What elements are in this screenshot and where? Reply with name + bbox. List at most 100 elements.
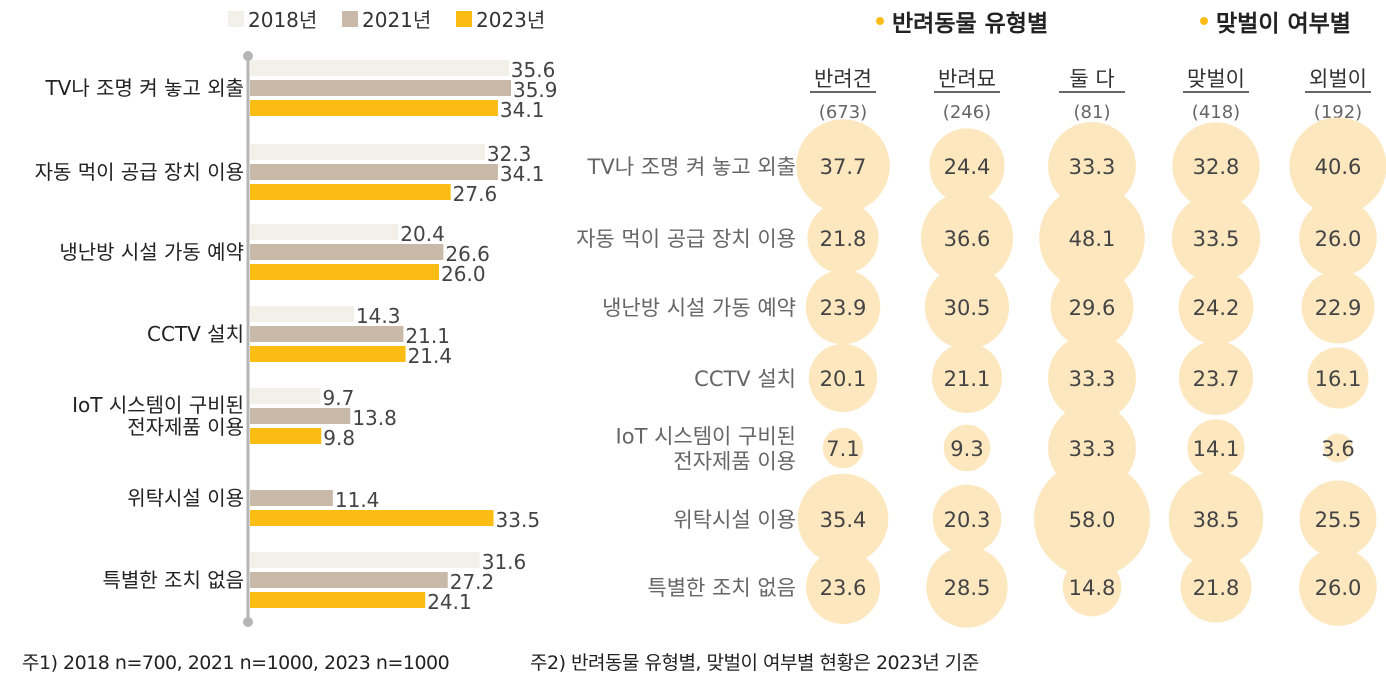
bubble — [1168, 471, 1264, 567]
bar-value-label: 27.6 — [453, 182, 498, 206]
bar — [250, 388, 321, 404]
bubble-value-label: 28.5 — [944, 576, 991, 600]
bubble — [1289, 117, 1386, 215]
bubble-value-label: 20.1 — [820, 367, 867, 391]
bubble — [806, 550, 880, 624]
bubble — [1034, 461, 1150, 577]
bar-value-label: 26.6 — [445, 242, 490, 266]
row-label: 냉난방 시설 가동 예약 — [602, 296, 796, 320]
bar-value-label: 27.2 — [450, 570, 495, 594]
bubble — [797, 473, 889, 565]
bubble — [1171, 193, 1261, 283]
bubble-value-label: 7.1 — [826, 437, 859, 461]
bar — [250, 428, 322, 444]
bubble-value-label: 26.0 — [1315, 227, 1362, 251]
bubble — [1323, 433, 1353, 463]
bar — [250, 326, 404, 342]
legend-swatch — [456, 11, 472, 27]
bubble — [805, 269, 881, 345]
footnote-right: 주2) 반려동물 유형별, 맞벌이 여부별 현황은 2023년 기준 — [530, 652, 979, 674]
legend-label: 2021년 — [362, 8, 431, 32]
bar — [250, 306, 354, 322]
bubble-value-label: 38.5 — [1193, 508, 1240, 532]
bubble-value-label: 33.3 — [1069, 155, 1116, 179]
column-header: 둘 다 — [1069, 67, 1114, 91]
bar-value-label: 24.1 — [427, 590, 472, 614]
bubble — [1062, 557, 1122, 617]
bubble — [1180, 551, 1252, 623]
bar — [250, 144, 485, 160]
bar — [250, 490, 333, 506]
bubble-value-label: 32.8 — [1193, 155, 1240, 179]
row-label: 위탁시설 이용 — [673, 508, 796, 532]
bubble-value-label: 33.3 — [1069, 367, 1116, 391]
bubble-value-label: 22.9 — [1315, 296, 1362, 320]
category-label: CCTV 설치 — [147, 322, 244, 346]
bubble — [1299, 480, 1377, 558]
bubble-value-label: 20.3 — [944, 508, 991, 532]
bubble-value-label: 33.3 — [1069, 437, 1116, 461]
bar-value-label: 11.4 — [335, 488, 380, 512]
category-label: 전자제품 이용 — [127, 415, 244, 439]
category-label: IoT 시스템이 구비된 — [72, 393, 244, 417]
bubble-value-label: 16.1 — [1315, 367, 1362, 391]
category-label: 자동 먹이 공급 장치 이용 — [35, 160, 244, 184]
bubble-value-label: 23.7 — [1193, 367, 1240, 391]
bar-value-label: 35.6 — [511, 58, 556, 82]
column-header: 반려묘 — [938, 67, 996, 91]
bubble-value-label: 14.1 — [1193, 437, 1240, 461]
bubble-value-label: 58.0 — [1069, 508, 1116, 532]
bubble — [822, 427, 864, 469]
group-header: 맞벌이 여부별 — [1216, 11, 1351, 37]
bubble — [1050, 265, 1134, 349]
column-header: 반려견 — [814, 67, 872, 91]
category-label: 특별한 조치 없음 — [102, 568, 244, 592]
legend-swatch — [228, 11, 244, 27]
bubble — [1299, 548, 1377, 626]
bubble-value-label: 21.8 — [1193, 576, 1240, 600]
bubble — [1048, 334, 1136, 422]
bubble — [1178, 269, 1254, 345]
bar — [250, 346, 406, 362]
column-sample-size: (81) — [1074, 102, 1111, 123]
bar-value-label: 13.8 — [352, 406, 397, 430]
bar-value-label: 21.1 — [405, 324, 450, 348]
bubble — [1301, 270, 1375, 344]
bar-value-label: 33.5 — [496, 508, 541, 532]
bubble — [1307, 347, 1369, 409]
bubble — [1299, 199, 1377, 277]
bubble-value-label: 21.8 — [820, 227, 867, 251]
bar-value-label: 9.7 — [323, 386, 355, 410]
bar — [250, 510, 494, 526]
bubble-value-label: 24.4 — [944, 155, 991, 179]
column-header: 외벌이 — [1309, 67, 1367, 91]
axis-end-dot — [243, 617, 253, 627]
bar-value-label: 9.8 — [323, 426, 355, 450]
bubble-value-label: 33.5 — [1193, 227, 1240, 251]
group-marker-dot — [876, 17, 884, 25]
bubble-value-label: 3.6 — [1321, 437, 1354, 461]
bubble — [1178, 340, 1254, 416]
bubble-value-label: 21.1 — [944, 367, 991, 391]
bubble-value-label: 23.9 — [820, 296, 867, 320]
bar — [250, 164, 498, 180]
bar — [250, 60, 509, 76]
category-label: TV나 조명 켜 놓고 외출 — [44, 76, 244, 100]
row-label: CCTV 설치 — [694, 367, 796, 391]
bubble-value-label: 9.3 — [950, 437, 983, 461]
bubble — [1048, 122, 1136, 210]
row-label: 특별한 조치 없음 — [647, 576, 796, 600]
bubble — [1187, 419, 1245, 477]
bubble-value-label: 29.6 — [1069, 296, 1116, 320]
column-header: 맞벌이 — [1187, 67, 1245, 91]
column-sample-size: (673) — [819, 102, 867, 123]
bar — [250, 224, 399, 240]
footnote-left: 주1) 2018 n=700, 2021 n=1000, 2023 n=1000 — [22, 652, 450, 674]
bar — [250, 244, 444, 260]
bar — [250, 184, 451, 200]
bar — [250, 592, 426, 608]
bubble — [807, 202, 879, 274]
bubble-value-label: 25.5 — [1315, 508, 1362, 532]
group-marker-dot — [1200, 17, 1208, 25]
bar — [250, 408, 351, 424]
